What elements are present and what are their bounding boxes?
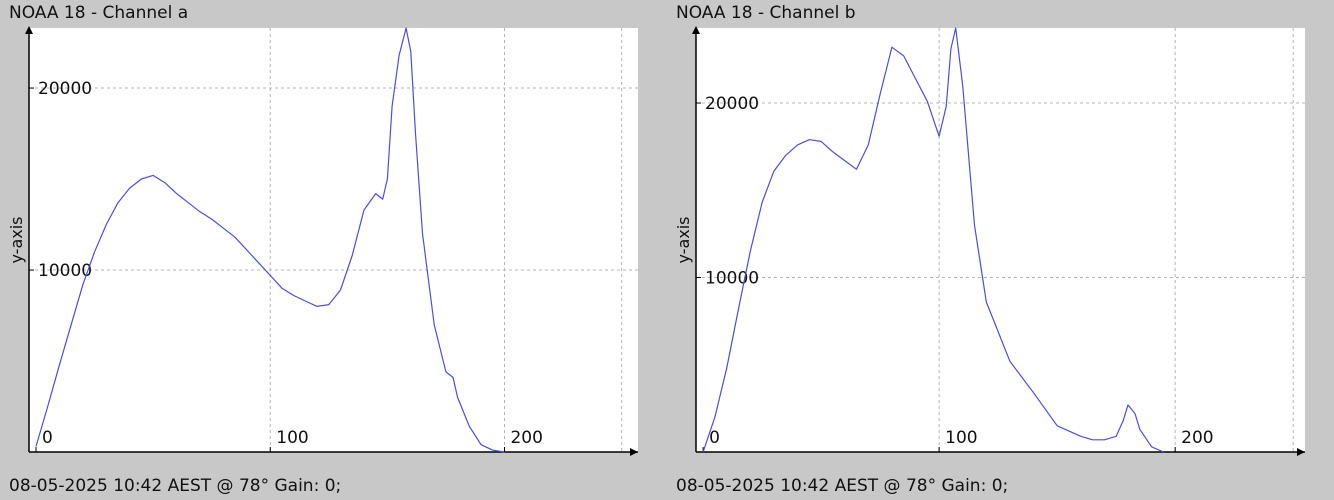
status-footer: 08-05-2025 10:42 AEST @ 78° Gain: 0; [9,476,342,496]
channel-a-panel: NOAA 18 - Channel a 0 100 200 10000 20000 y-a… [0,0,660,500]
plot-area [29,28,638,452]
y-axis-title: y-axis [7,216,26,263]
y-axis-arrow [692,26,700,34]
channel-a-chart: 0 100 200 10000 20000 y-axis [7,26,638,456]
x-tick-label: 0 [42,428,53,448]
series-line [35,27,505,453]
chart-title: NOAA 18 - Channel a [9,3,189,23]
x-tick-label: 100 [945,428,977,448]
channel-b-chart: 0 100 200 10000 20000 y-axis [674,26,1305,456]
x-tick-label: 100 [276,428,308,448]
y-tick-label: 20000 [38,79,92,99]
series-line [702,27,1164,453]
x-axis-arrow [1297,448,1305,456]
y-tick-label: 20000 [705,94,759,114]
plot-area [696,28,1305,452]
x-axis-arrow [630,448,638,456]
y-axis-title: y-axis [674,216,693,263]
x-tick-label: 200 [1181,428,1213,448]
status-footer: 08-05-2025 10:42 AEST @ 78° Gain: 0; [676,476,1009,496]
y-tick-label: 10000 [705,269,759,289]
y-tick-label: 10000 [38,261,92,281]
x-tick-label: 0 [709,428,720,448]
x-tick-label: 200 [510,428,542,448]
chart-title: NOAA 18 - Channel b [676,3,856,23]
y-axis-arrow [25,26,33,34]
channel-b-panel: NOAA 18 - Channel b 0 100 200 10000 20000 y-a… [667,0,1327,500]
